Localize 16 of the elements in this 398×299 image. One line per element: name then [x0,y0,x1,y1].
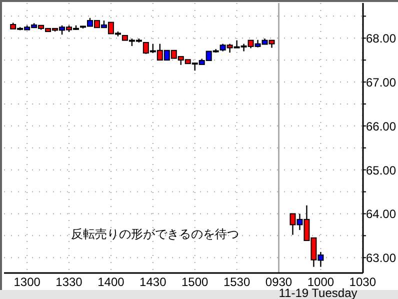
y-tick-label: 66.00 [366,119,396,134]
x-tick-label: 1500 [182,275,209,289]
x-tick-label: 1330 [56,275,83,289]
y-tick-label: 64.00 [366,207,396,222]
x-tick-label: 1530 [223,275,250,289]
x-tick-label: 1430 [140,275,167,289]
x-tick-label: 1300 [14,275,41,289]
annotation: 反転売りの形ができるのを待つ [71,226,240,241]
y-tick-label: 65.00 [366,163,396,178]
y-tick-label: 63.00 [366,251,396,266]
x-tick-label: 1030 [349,275,376,289]
x-tick-label: 0930 [265,275,292,289]
x-tick-label: 1000 [307,275,334,289]
x-tick-label: 1400 [98,275,125,289]
y-tick-label: 68.00 [366,32,396,46]
y-tick-label: 67.00 [366,76,396,90]
